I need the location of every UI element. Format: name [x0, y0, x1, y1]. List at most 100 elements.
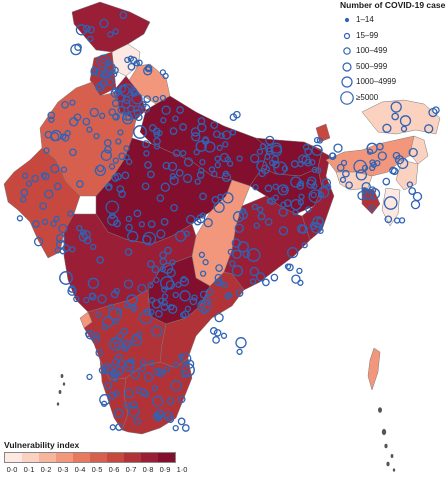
case-bubble: [176, 106, 184, 114]
case-bubble: [181, 424, 190, 432]
case-bubble: [167, 161, 178, 172]
case-bubble: [161, 105, 171, 115]
case-bubble: [203, 297, 212, 305]
case-bubble: [368, 187, 381, 200]
case-bubble: [123, 279, 134, 289]
case-bubble: [130, 369, 141, 380]
case-bubble: [55, 233, 66, 244]
case-bubble: [144, 161, 152, 169]
case-bubble: [172, 291, 179, 299]
case-bubble: [121, 113, 134, 125]
case-bubble: [424, 124, 434, 134]
island-mark: [58, 390, 62, 394]
case-bubble: [268, 197, 276, 205]
case-bubble: [153, 276, 160, 284]
case-bubble: [235, 337, 247, 349]
case-bubble: [31, 174, 39, 183]
case-bubble: [106, 78, 115, 87]
case-bubble: [109, 424, 116, 431]
case-bubble: [124, 248, 133, 256]
case-bubble: [170, 203, 178, 212]
case-bubble: [131, 333, 140, 342]
case-bubble: [212, 336, 220, 344]
case-bubble: [376, 142, 384, 151]
region-nagaland: [409, 135, 429, 165]
case-bubble: [69, 117, 79, 127]
case-bubble-large: [181, 363, 195, 377]
island-mark: [392, 468, 396, 472]
case-bubble: [112, 369, 121, 377]
cases-legend-circle: [343, 47, 351, 55]
case-bubble-large: [59, 271, 73, 285]
cases-legend-row: ≥5000: [340, 90, 446, 107]
case-bubble: [264, 217, 273, 226]
case-bubble: [256, 148, 264, 155]
case-bubble: [297, 199, 305, 206]
case-bubble: [160, 117, 167, 124]
case-bubble: [252, 184, 259, 191]
case-bubble: [93, 132, 100, 140]
case-bubble: [39, 202, 47, 210]
case-bubble: [105, 184, 112, 191]
case-bubble: [182, 173, 193, 184]
case-bubble: [69, 246, 76, 253]
case-bubble: [148, 124, 157, 132]
case-bubble: [179, 123, 187, 131]
case-bubble: [142, 231, 157, 246]
case-bubble: [100, 149, 112, 161]
case-bubble: [117, 129, 124, 136]
case-bubble: [20, 196, 27, 203]
case-bubble: [119, 11, 128, 19]
case-bubble: [408, 147, 418, 158]
case-bubble: [393, 217, 401, 224]
case-bubble: [296, 267, 303, 275]
case-bubble-large: [312, 216, 324, 228]
island-mark: [390, 454, 394, 458]
case-bubble: [152, 395, 164, 407]
case-bubble: [368, 186, 377, 195]
vulnerability-tick-label: 0·2: [40, 465, 52, 474]
case-bubble: [143, 95, 152, 103]
case-bubble: [131, 93, 143, 105]
case-bubble: [257, 206, 264, 213]
vulnerability-swatch: [141, 453, 158, 462]
case-bubble: [142, 140, 150, 148]
case-bubble: [161, 262, 174, 274]
case-bubble: [408, 187, 417, 195]
case-bubble: [86, 373, 93, 381]
case-bubble: [61, 100, 69, 109]
case-bubble: [94, 69, 103, 77]
case-bubble: [214, 312, 224, 323]
case-bubble: [229, 260, 236, 267]
case-bubble: [133, 60, 140, 67]
case-bubble: [70, 43, 82, 56]
case-bubble: [64, 130, 71, 137]
case-bubble: [127, 230, 139, 243]
case-bubble: [120, 327, 129, 336]
island-mark: [381, 428, 387, 436]
case-bubble: [101, 324, 108, 331]
case-bubble: [82, 117, 91, 126]
case-bubble: [118, 190, 126, 198]
case-bubble: [53, 182, 62, 191]
case-bubble: [143, 66, 153, 76]
case-bubble: [229, 129, 237, 136]
case-bubble: [281, 165, 289, 172]
vulnerability-scale-ticks: 0·0 0·1 0·2 0·3 0·4 0·5 0·6 0·7 0·8 0·9 1·0: [4, 463, 188, 475]
case-bubble: [82, 24, 91, 33]
case-bubble: [151, 299, 162, 309]
case-bubble: [112, 318, 119, 325]
case-bubble: [198, 251, 206, 258]
case-bubble: [368, 204, 376, 212]
cases-legend-title: Number of COVID-19 cases: [340, 0, 446, 10]
case-bubble: [101, 362, 114, 375]
case-bubble: [221, 130, 232, 140]
island-mark: [60, 374, 64, 378]
case-bubble: [298, 193, 305, 200]
case-bubble-large: [126, 294, 138, 306]
cases-legend-row: 1000–4999: [340, 75, 446, 91]
case-bubble: [99, 112, 106, 119]
vulnerability-swatch: [39, 453, 56, 462]
case-bubble: [197, 299, 211, 314]
case-bubble: [90, 243, 97, 251]
